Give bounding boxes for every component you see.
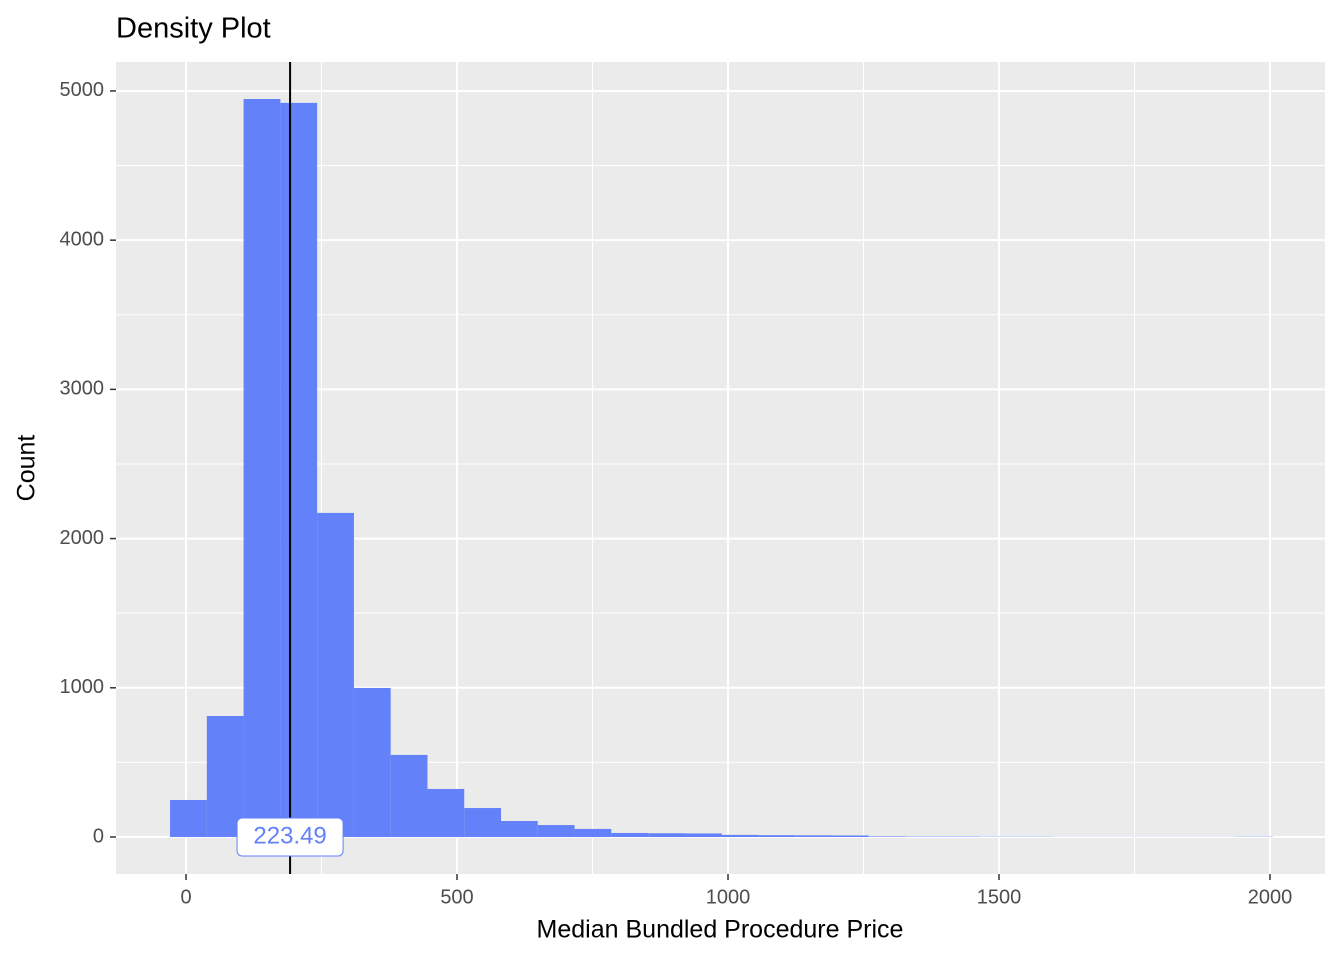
y-tick-label: 1000: [60, 676, 105, 698]
bar: [206, 715, 244, 837]
bar: [648, 833, 685, 837]
bar: [317, 512, 354, 837]
bar: [684, 833, 722, 837]
bar: [390, 754, 428, 837]
bar: [574, 828, 612, 837]
bar: [831, 835, 869, 837]
bar: [501, 821, 538, 837]
bar: [464, 808, 502, 837]
x-tick-label: 500: [440, 886, 473, 908]
x-tick-label: 1000: [706, 886, 751, 908]
bar: [243, 99, 281, 837]
y-tick-label: 3000: [60, 378, 105, 400]
chart-title: Density Plot: [116, 13, 271, 45]
annotation: 223.49: [253, 822, 326, 849]
bar: [170, 799, 207, 837]
bar: [280, 102, 318, 837]
bar: [795, 835, 832, 837]
bar: [427, 788, 465, 837]
x-tick-label: 2000: [1248, 886, 1293, 908]
x-tick-label: 1500: [977, 886, 1022, 908]
bar: [353, 687, 391, 837]
x-tick-label: 0: [180, 886, 191, 908]
bar: [868, 836, 906, 837]
y-tick-label: 2000: [60, 527, 105, 549]
y-tick-label: 4000: [60, 228, 105, 250]
bar: [537, 825, 575, 837]
y-axis-title: Count: [13, 435, 41, 502]
y-tick-label: 5000: [60, 79, 105, 101]
x-axis-title: Median Bundled Procedure Price: [537, 916, 904, 944]
annotation-box: [236, 817, 344, 857]
y-tick-label: 0: [93, 825, 104, 847]
bar: [721, 834, 759, 837]
bar: [611, 832, 649, 837]
bar: [758, 835, 796, 837]
